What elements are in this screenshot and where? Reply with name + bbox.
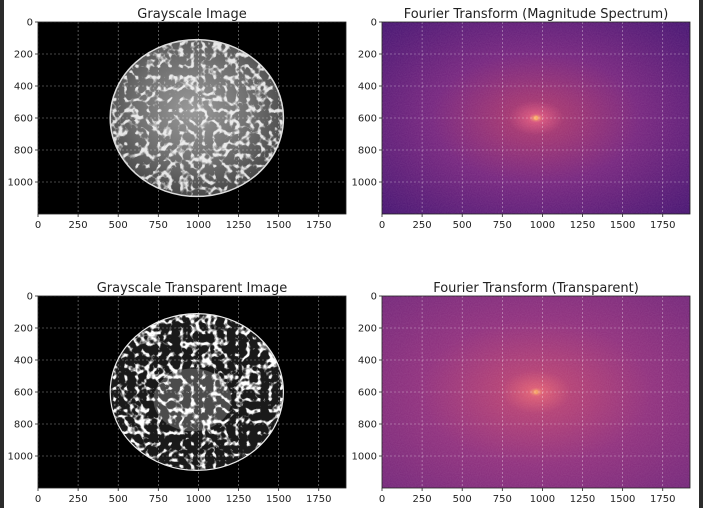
- y-tick-label: 400: [14, 82, 33, 93]
- x-tick-label: 1000: [530, 220, 555, 231]
- panel-title: Grayscale Image: [137, 7, 246, 22]
- x-tick-label: 1500: [266, 494, 291, 505]
- x-tick-label: 1750: [306, 220, 331, 231]
- x-tick-label: 250: [413, 220, 432, 231]
- y-tick-label: 1000: [8, 178, 33, 189]
- y-tick-label: 600: [358, 388, 377, 399]
- x-tick-label: 1250: [226, 494, 251, 505]
- x-tick-label: 1500: [610, 494, 635, 505]
- figure: 0 250 500 750 1000 1250 1500 1750 0 200 400 600 800 1…: [4, 0, 699, 508]
- x-tick-label: 500: [109, 494, 128, 505]
- x-tick-label: 1000: [186, 494, 211, 505]
- y-tick-label: 200: [14, 50, 33, 61]
- x-tick-label: 1250: [226, 220, 251, 231]
- y-tick-label: 800: [358, 146, 377, 157]
- y-tick-label: 400: [358, 82, 377, 93]
- y-tick-label: 400: [14, 356, 33, 367]
- y-tick-label: 600: [14, 388, 33, 399]
- x-tick-label: 1500: [610, 220, 635, 231]
- y-tick-label: 400: [358, 356, 377, 367]
- y-tick-label: 800: [14, 146, 33, 157]
- x-tick-label: 500: [109, 220, 128, 231]
- y-tick-label: 200: [14, 324, 33, 335]
- x-tick-label: 1250: [570, 220, 595, 231]
- x-tick-label: 1000: [186, 220, 211, 231]
- y-tick-label: 1000: [352, 178, 377, 189]
- x-tick-label: 0: [379, 494, 385, 505]
- disc-texture: [110, 39, 284, 197]
- x-tick-label: 250: [69, 494, 88, 505]
- x-tick-label: 0: [379, 220, 385, 231]
- disc-outlines: [110, 313, 284, 471]
- x-tick-label: 0: [35, 220, 41, 231]
- y-tick-label: 200: [358, 50, 377, 61]
- figure-canvas: 0 250 500 750 1000 1250 1500 1750 0 200 400 600 800 1…: [8, 7, 691, 505]
- x-tick-label: 1000: [530, 494, 555, 505]
- x-tick-label: 1250: [570, 494, 595, 505]
- x-tick-label: 1750: [650, 220, 675, 231]
- y-tick-label: 0: [27, 18, 33, 29]
- y-tick-label: 200: [358, 324, 377, 335]
- x-tick-label: 250: [413, 494, 432, 505]
- panel-1: 0 250 500 750 1000 1250 1500 1750 0 200 400 600 800 1…: [8, 7, 347, 231]
- y-tick-label: 800: [14, 420, 33, 431]
- x-tick-label: 500: [453, 220, 472, 231]
- panel-title: Fourier Transform (Magnitude Spectrum): [404, 7, 669, 22]
- y-tick-label: 600: [14, 114, 33, 125]
- x-tick-label: 750: [149, 494, 168, 505]
- x-tick-label: 1500: [266, 220, 291, 231]
- panel-2: 0 250 500 750 1000 1250 1500 1750 0 200 400 600 800 1…: [352, 7, 691, 231]
- x-tick-label: 1750: [306, 494, 331, 505]
- x-tick-label: 750: [493, 220, 512, 231]
- panel-3: 0 250 500 750 1000 1250 1500 1750 0 200 400 600 800 1…: [8, 281, 347, 505]
- x-tick-label: 1750: [650, 494, 675, 505]
- y-tick-label: 0: [371, 292, 377, 303]
- x-tick-label: 500: [453, 494, 472, 505]
- disc-bright-core: [153, 368, 232, 432]
- y-tick-label: 600: [358, 114, 377, 125]
- x-tick-label: 250: [69, 220, 88, 231]
- panel-title: Grayscale Transparent Image: [97, 281, 288, 296]
- panel-title: Fourier Transform (Transparent): [433, 281, 639, 296]
- y-tick-label: 1000: [8, 452, 33, 463]
- x-tick-label: 750: [493, 494, 512, 505]
- y-tick-label: 800: [358, 420, 377, 431]
- panel-4: 0 250 500 750 1000 1250 1500 1750 0 200 400 600 800 1…: [352, 281, 691, 505]
- x-tick-label: 750: [149, 220, 168, 231]
- y-tick-label: 1000: [352, 452, 377, 463]
- y-tick-label: 0: [371, 18, 377, 29]
- x-tick-label: 0: [35, 494, 41, 505]
- y-tick-label: 0: [27, 292, 33, 303]
